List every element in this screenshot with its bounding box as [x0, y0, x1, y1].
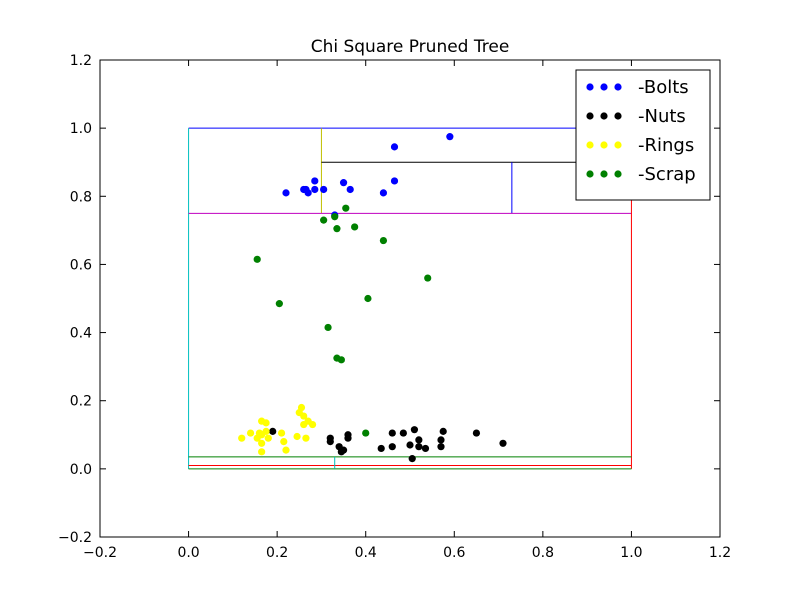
nuts-point-20: [439, 427, 447, 435]
scrap-point-2: [320, 216, 328, 224]
rings-point-12: [280, 438, 288, 446]
bolts-point-10: [379, 189, 388, 197]
rings-point-16: [297, 403, 306, 412]
bolts-point-5: [311, 185, 319, 194]
bolts-point-0: [282, 189, 290, 197]
legend-marker-0-0: [586, 83, 594, 91]
nuts-point-18: [437, 436, 445, 444]
nuts-point-21: [472, 429, 481, 437]
rings-point-19: [302, 434, 310, 442]
scrap-point-12: [379, 236, 388, 245]
x-tick-label-4: 0.6: [443, 545, 465, 561]
scrap-point-0: [253, 255, 261, 263]
scrap-point-3: [324, 323, 332, 332]
rings-point-1: [246, 429, 255, 437]
scrap-point-1: [275, 300, 283, 308]
legend-marker-3-0: [586, 170, 594, 178]
scrap-point-10: [362, 429, 370, 437]
nuts-point-8: [377, 444, 385, 453]
nuts-point-0: [269, 427, 277, 435]
bolts-point-3: [302, 185, 310, 194]
legend-marker-1-2: [614, 112, 622, 120]
rings-point-21: [308, 420, 317, 429]
nuts-point-22: [499, 439, 507, 447]
nuts-point-12: [406, 441, 414, 449]
legend-label-3: -Scrap: [638, 164, 696, 185]
bolts-point-13: [446, 133, 454, 141]
axis-ticks: −0.2−0.2 0.0 0.0 0.2 0.2 0.4 0.4 0.6 0.6 0.8 0.8 1.…: [58, 53, 731, 561]
legend-marker-2-2: [614, 141, 622, 149]
x-tick-label-3: 0.4: [355, 545, 377, 561]
scrap-point-9: [351, 223, 359, 231]
x-tick-label-6: 1.0: [620, 545, 642, 561]
legend-label-1: -Nuts: [638, 106, 686, 127]
legend-label-0: -Bolts: [638, 77, 689, 98]
legend-marker-3-1: [600, 170, 608, 178]
scrap-point-7: [337, 356, 345, 364]
legend-marker-0-2: [614, 83, 622, 91]
x-tick-label-2: 0.2: [266, 545, 288, 561]
nuts-point-17: [421, 444, 430, 453]
y-tick-label-2: 0.2: [70, 394, 92, 410]
x-tick-label-5: 0.8: [532, 545, 554, 561]
nuts-point-10: [388, 429, 396, 437]
rings-point-10: [264, 434, 272, 442]
nuts-point-13: [408, 455, 416, 463]
legend-marker-1-1: [600, 112, 608, 120]
scrap-point-8: [342, 204, 350, 212]
legend-marker-1-0: [586, 112, 594, 120]
nuts-point-16: [415, 436, 423, 444]
nuts-point-7: [344, 434, 352, 442]
y-tick-label-5: 0.8: [70, 189, 92, 205]
scrap-point-5: [333, 225, 341, 233]
rings-point-4: [258, 439, 266, 447]
legend-marker-2-0: [586, 141, 594, 149]
bolts-point-8: [339, 179, 348, 187]
legend-marker-3-2: [614, 170, 622, 178]
x-tick-label-7: 1.2: [709, 545, 731, 561]
bolts-point-11: [390, 143, 399, 151]
x-tick-label-0: −0.2: [83, 545, 117, 561]
nuts-point-5: [339, 446, 348, 454]
rings-point-8: [262, 419, 270, 427]
rings-point-11: [277, 429, 286, 437]
y-tick-label-3: 0.4: [70, 326, 92, 342]
nuts-point-14: [410, 426, 419, 434]
scrap-point-4: [331, 213, 339, 221]
scrap-point-11: [364, 294, 372, 303]
y-tick-label-1: 0.0: [70, 462, 92, 478]
legend-label-2: -Rings: [638, 135, 694, 156]
legend-marker-2-1: [600, 141, 608, 149]
y-tick-label-7: 1.2: [70, 53, 92, 69]
bolts-point-12: [390, 177, 399, 185]
nuts-point-9: [388, 443, 396, 451]
nuts-point-15: [415, 443, 423, 451]
scatter-points: [238, 133, 507, 463]
legend-box: [575, 69, 711, 201]
rings-point-13: [282, 446, 290, 454]
x-tick-label-1: 0.0: [177, 545, 199, 561]
y-tick-label-6: 1.0: [70, 121, 92, 137]
plot-area-frame: [99, 59, 721, 538]
scrap-point-13: [424, 274, 432, 282]
rings-point-14: [293, 432, 301, 441]
legend-marker-0-1: [600, 83, 608, 91]
rings-point-0: [238, 434, 246, 442]
bolts-point-4: [311, 177, 319, 185]
nuts-point-19: [437, 443, 445, 451]
bolts-point-9: [346, 185, 354, 194]
chart-title: Chi Square Pruned Tree: [311, 37, 510, 57]
rings-point-17: [300, 412, 308, 420]
rings-point-7: [258, 448, 266, 456]
rings-point-9: [262, 427, 270, 435]
bolts-point-6: [320, 185, 328, 194]
y-tick-label-4: 0.6: [70, 257, 92, 273]
nuts-point-2: [326, 438, 334, 446]
legend: -Bolts -Nuts -Rings -Scrap: [575, 69, 711, 201]
y-tick-label-0: −0.2: [58, 530, 92, 546]
nuts-point-11: [399, 429, 407, 437]
